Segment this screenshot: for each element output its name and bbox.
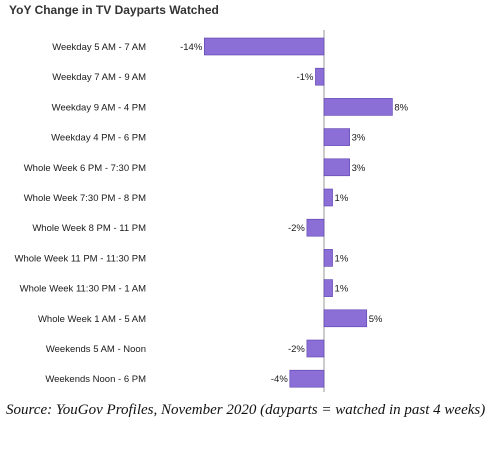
- bar: [323, 98, 393, 116]
- category-label: Whole Week 7:30 PM - 8 PM: [24, 193, 146, 204]
- data-label: -2%: [288, 223, 305, 234]
- bar: [323, 249, 333, 267]
- data-label: 8%: [394, 102, 408, 113]
- data-label: -2%: [288, 344, 305, 355]
- category-label: Whole Week 8 PM - 11 PM: [32, 223, 146, 234]
- bar-chart: YoY Change in TV Dayparts Watched Weekda…: [9, 3, 409, 392]
- category-label: Whole Week 11:30 PM - 1 AM: [20, 284, 146, 295]
- data-label: 1%: [335, 193, 349, 204]
- bar: [323, 128, 350, 146]
- data-label: -1%: [297, 72, 314, 83]
- category-label: Weekday 7 AM - 9 AM: [52, 72, 146, 83]
- bars-layer: Weekday 5 AM - 7 AM -14% Weekday 7 AM - 9 …: [15, 30, 409, 392]
- bar: [323, 309, 368, 328]
- bar: [323, 188, 333, 207]
- data-label: 5%: [369, 314, 383, 325]
- category-label: Weekends 5 AM - Noon: [46, 344, 146, 355]
- data-label: 3%: [352, 133, 366, 144]
- category-label: Whole Week 11 PM - 11:30 PM: [15, 253, 147, 264]
- data-label: 3%: [352, 163, 366, 174]
- data-label: -14%: [180, 42, 203, 53]
- data-label: -4%: [271, 374, 288, 385]
- category-label: Weekday 5 AM - 7 AM: [52, 42, 146, 53]
- category-label: Weekends Noon - 6 PM: [45, 374, 146, 385]
- data-label: 1%: [335, 253, 349, 264]
- bar: [323, 279, 333, 297]
- category-label: Whole Week 6 PM - 7:30 PM: [24, 163, 146, 174]
- category-label: Weekday 9 AM - 4 PM: [52, 102, 146, 113]
- data-label: 1%: [335, 284, 349, 295]
- chart-title: YoY Change in TV Dayparts Watched: [9, 3, 219, 17]
- category-label: Whole Week 1 AM - 5 AM: [38, 314, 146, 325]
- bar: [323, 158, 350, 177]
- bar: [204, 37, 325, 56]
- category-label: Weekday 4 PM - 6 PM: [51, 133, 146, 144]
- bar: [306, 339, 325, 358]
- bar: [315, 67, 325, 86]
- bar: [306, 218, 325, 237]
- bar: [289, 369, 325, 388]
- source-caption: Source: YouGov Profiles, November 2020 (…: [6, 402, 486, 418]
